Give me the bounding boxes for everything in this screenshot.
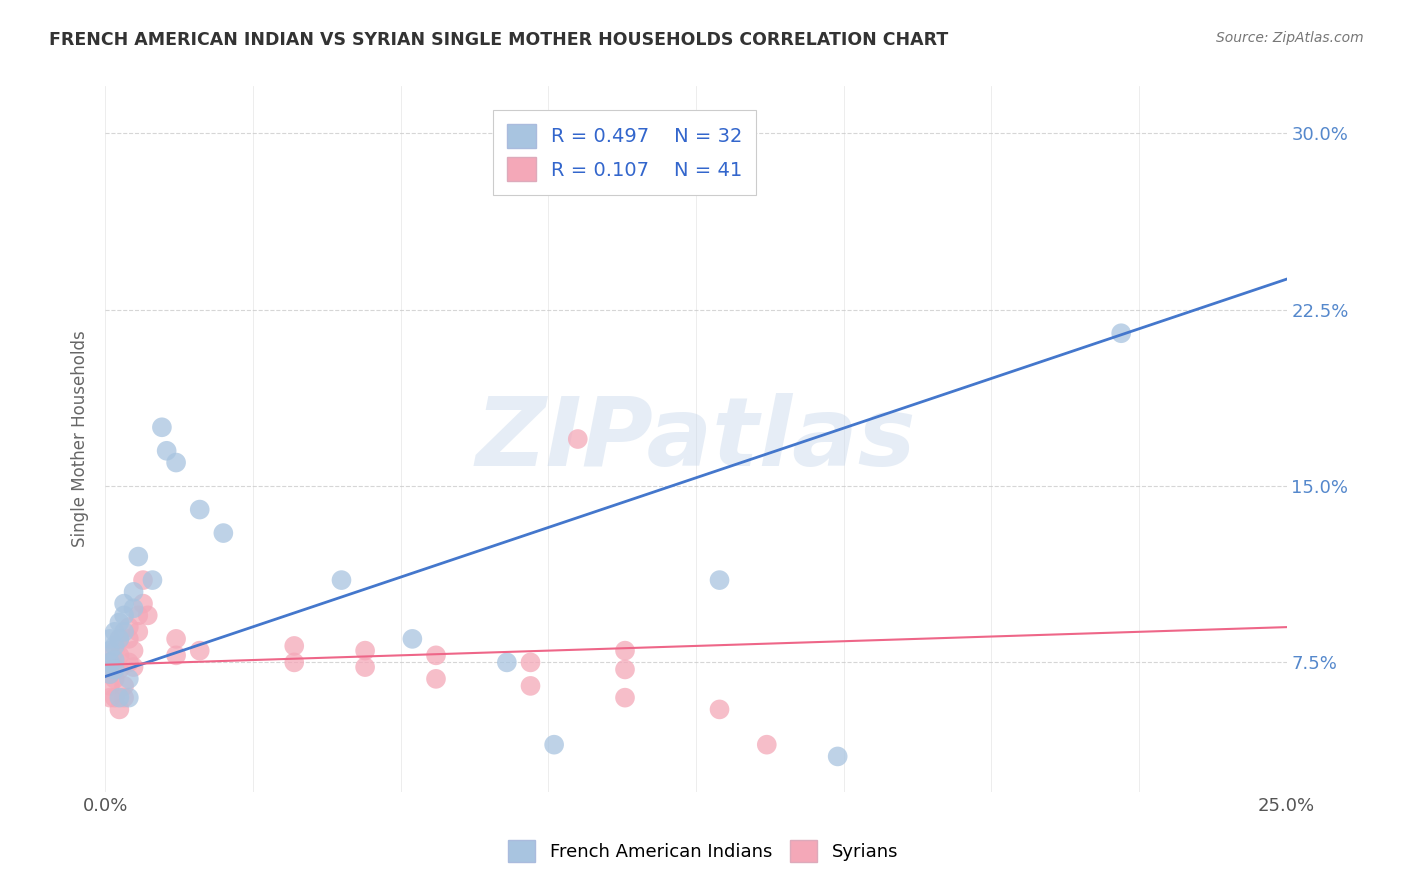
Point [401,632,423,646]
Text: ZIPatlas: ZIPatlas [475,392,917,485]
Point [98,632,121,646]
Y-axis label: Single Mother Households: Single Mother Households [72,331,89,548]
Point [425,672,447,686]
Point [614,643,637,657]
Point [98,643,121,657]
Point [165,648,187,663]
Point [827,749,849,764]
Point [127,608,149,623]
Point [108,632,131,646]
Point [709,702,731,716]
Point [136,608,159,623]
Point [98,690,121,705]
Legend: French American Indians, Syrians: French American Indians, Syrians [501,833,905,870]
Point [108,690,131,705]
Point [156,443,179,458]
Point [132,597,155,611]
Point [519,656,541,670]
Point [330,573,353,587]
Point [165,632,187,646]
Point [118,690,141,705]
Point [709,573,731,587]
Point [122,585,145,599]
Point [104,639,127,653]
Point [108,702,131,716]
Point [132,573,155,587]
Point [112,597,135,611]
Point [122,660,145,674]
Point [567,432,589,446]
Point [104,624,127,639]
Point [108,632,131,646]
Point [283,639,305,653]
Point [118,672,141,686]
Point [354,643,377,657]
Point [614,690,637,705]
Point [141,573,163,587]
Point [614,662,637,676]
Point [212,526,235,541]
Point [104,653,127,667]
Point [425,648,447,663]
Point [150,420,173,434]
Point [127,549,149,564]
Point [543,738,565,752]
Point [112,608,135,623]
Point [519,679,541,693]
Point [118,620,141,634]
Point [112,690,135,705]
Point [122,643,145,657]
Point [127,624,149,639]
Point [188,502,211,516]
Point [98,656,121,670]
Point [118,656,141,670]
Legend: R = 0.497    N = 32, R = 0.107    N = 41: R = 0.497 N = 32, R = 0.107 N = 41 [494,111,756,194]
Point [112,624,135,639]
Point [354,660,377,674]
Point [283,656,305,670]
Point [112,679,135,693]
Point [188,643,211,657]
Point [1109,326,1132,341]
Text: Source: ZipAtlas.com: Source: ZipAtlas.com [1216,31,1364,45]
Point [104,690,127,705]
Point [165,456,187,470]
Text: FRENCH AMERICAN INDIAN VS SYRIAN SINGLE MOTHER HOUSEHOLDS CORRELATION CHART: FRENCH AMERICAN INDIAN VS SYRIAN SINGLE … [49,31,949,49]
Point [104,662,127,676]
Point [104,643,127,657]
Point [496,656,519,670]
Point [104,660,127,674]
Point [98,667,121,681]
Point [98,679,121,693]
Point [108,648,131,663]
Point [104,672,127,686]
Point [98,656,121,670]
Point [108,662,131,676]
Point [755,738,778,752]
Point [98,667,121,681]
Point [122,601,145,615]
Point [118,632,141,646]
Point [108,615,131,630]
